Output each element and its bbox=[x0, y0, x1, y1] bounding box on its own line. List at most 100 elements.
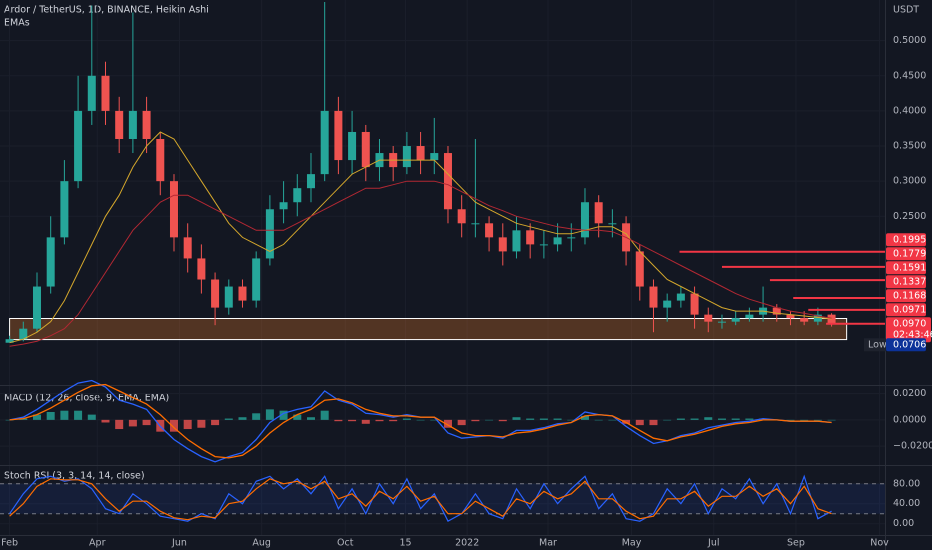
candle-body bbox=[553, 237, 562, 245]
candle-body bbox=[46, 237, 55, 287]
histogram-bar bbox=[676, 418, 685, 420]
band-fill bbox=[0, 483, 885, 514]
y-tick-label: 0.0000 bbox=[893, 414, 926, 425]
candle-body bbox=[471, 223, 480, 225]
candle-body bbox=[745, 314, 754, 319]
candle-body bbox=[19, 328, 28, 340]
candle-body bbox=[142, 110, 151, 139]
histogram-bar bbox=[142, 419, 151, 426]
candle-body bbox=[402, 146, 411, 168]
y-tick-label: 0.3000 bbox=[893, 176, 926, 187]
y-tick-label: 80.00 bbox=[893, 478, 920, 489]
histogram-bar bbox=[717, 418, 726, 420]
histogram-bar bbox=[498, 419, 507, 422]
candle-body bbox=[211, 279, 220, 308]
indicator-label: Stoch RSI (3, 3, 14, 14, close) bbox=[4, 471, 145, 482]
ema-line bbox=[9, 180, 832, 347]
histogram-bar bbox=[539, 418, 548, 420]
candle-body bbox=[252, 258, 261, 301]
x-tick-label: Jul bbox=[707, 538, 719, 549]
candle-body bbox=[334, 110, 343, 161]
histogram-bar bbox=[704, 417, 713, 420]
candle-body bbox=[293, 188, 302, 203]
candle-body bbox=[676, 293, 685, 301]
x-tick-label: Sep bbox=[787, 538, 805, 549]
countdown: 02:43:46 bbox=[893, 329, 932, 340]
x-tick-label: Oct bbox=[337, 538, 354, 549]
candle-body bbox=[183, 237, 192, 259]
candle-body bbox=[539, 244, 548, 246]
candle-body bbox=[567, 237, 576, 239]
histogram-bar bbox=[416, 419, 425, 421]
histogram-bar bbox=[211, 419, 220, 426]
histogram-bar bbox=[334, 419, 343, 422]
candle-body bbox=[594, 202, 603, 224]
candle-body bbox=[717, 321, 726, 323]
candle-body bbox=[87, 75, 96, 111]
price-tag bbox=[886, 233, 926, 247]
histogram-bar bbox=[375, 419, 384, 422]
candle-body bbox=[279, 202, 288, 210]
histogram-bar bbox=[389, 419, 398, 422]
candle-body bbox=[348, 131, 357, 161]
candle-body bbox=[320, 110, 329, 175]
x-tick-label: Nov bbox=[870, 538, 889, 549]
histogram-bar bbox=[348, 419, 357, 422]
candle-body bbox=[238, 286, 247, 301]
candle-body bbox=[608, 223, 617, 225]
histogram-bar bbox=[690, 418, 699, 420]
candle-body bbox=[128, 110, 137, 139]
candle-body bbox=[786, 314, 795, 319]
stoch-line bbox=[9, 478, 832, 521]
candle-body bbox=[512, 230, 521, 252]
histogram-bar bbox=[580, 415, 589, 420]
histogram-bar bbox=[361, 419, 370, 424]
histogram-bar bbox=[115, 419, 124, 430]
indicator-label: EMAs bbox=[4, 18, 30, 29]
candle-body bbox=[731, 318, 740, 322]
candle-body bbox=[813, 314, 822, 322]
histogram-bar bbox=[74, 410, 83, 420]
histogram-bar bbox=[128, 419, 137, 427]
last-price-tag bbox=[886, 317, 931, 343]
histogram-bar bbox=[238, 417, 247, 420]
candle-body bbox=[306, 174, 315, 189]
candle-body bbox=[265, 209, 274, 259]
x-tick-label: Aug bbox=[252, 538, 271, 549]
low-tag-label-bg bbox=[864, 338, 886, 352]
candle-body bbox=[60, 181, 69, 238]
y-tick-label: −0.0200 bbox=[893, 441, 932, 452]
histogram-bar bbox=[567, 419, 576, 421]
histogram-bar bbox=[471, 419, 480, 422]
last-price-label: 0.0970 bbox=[893, 318, 926, 329]
histogram-bar bbox=[306, 417, 315, 420]
stoch-line bbox=[9, 474, 832, 523]
histogram-bar bbox=[608, 419, 617, 421]
histogram-bar bbox=[457, 419, 466, 426]
histogram-bar bbox=[663, 419, 672, 421]
candle-body bbox=[526, 230, 535, 245]
indicator-label: MACD (12, 26, close, 9, EMA, EMA) bbox=[4, 393, 169, 404]
zone bbox=[9, 318, 848, 341]
y-tick-label: 0.0200 bbox=[893, 388, 926, 399]
y-tick-label: 0.2500 bbox=[893, 211, 926, 222]
histogram-bar bbox=[87, 414, 96, 420]
candle-body bbox=[430, 153, 439, 161]
price-tag-label: 0.1591 bbox=[893, 262, 926, 273]
histogram-bar bbox=[827, 419, 836, 421]
price-tag-label: 0.0971 bbox=[893, 304, 926, 315]
histogram-bar bbox=[320, 410, 329, 420]
x-tick-label: 15 bbox=[399, 538, 411, 549]
low-tag-value: 0.0706 bbox=[893, 339, 926, 350]
histogram-bar bbox=[293, 414, 302, 420]
price-tag-label: 0.1995 bbox=[893, 234, 926, 245]
price-tag bbox=[886, 303, 926, 317]
candle-body bbox=[224, 286, 233, 308]
candle-body bbox=[580, 202, 589, 238]
candle-body bbox=[649, 286, 658, 308]
y-tick-label: 0.4500 bbox=[893, 70, 926, 81]
candle-body bbox=[704, 314, 713, 322]
price-tag-label: 0.1337 bbox=[893, 276, 926, 287]
candle-body bbox=[74, 110, 83, 182]
